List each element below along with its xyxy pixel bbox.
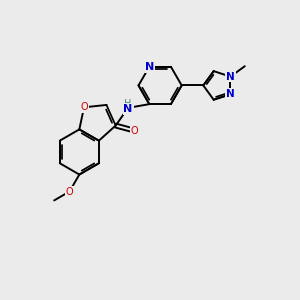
Text: N: N — [226, 89, 235, 99]
Text: N: N — [145, 62, 154, 72]
Text: O: O — [80, 102, 88, 112]
Text: H: H — [124, 99, 132, 109]
Text: O: O — [66, 187, 73, 196]
Text: N: N — [226, 72, 235, 82]
Text: N: N — [123, 104, 133, 114]
Text: O: O — [131, 126, 138, 136]
